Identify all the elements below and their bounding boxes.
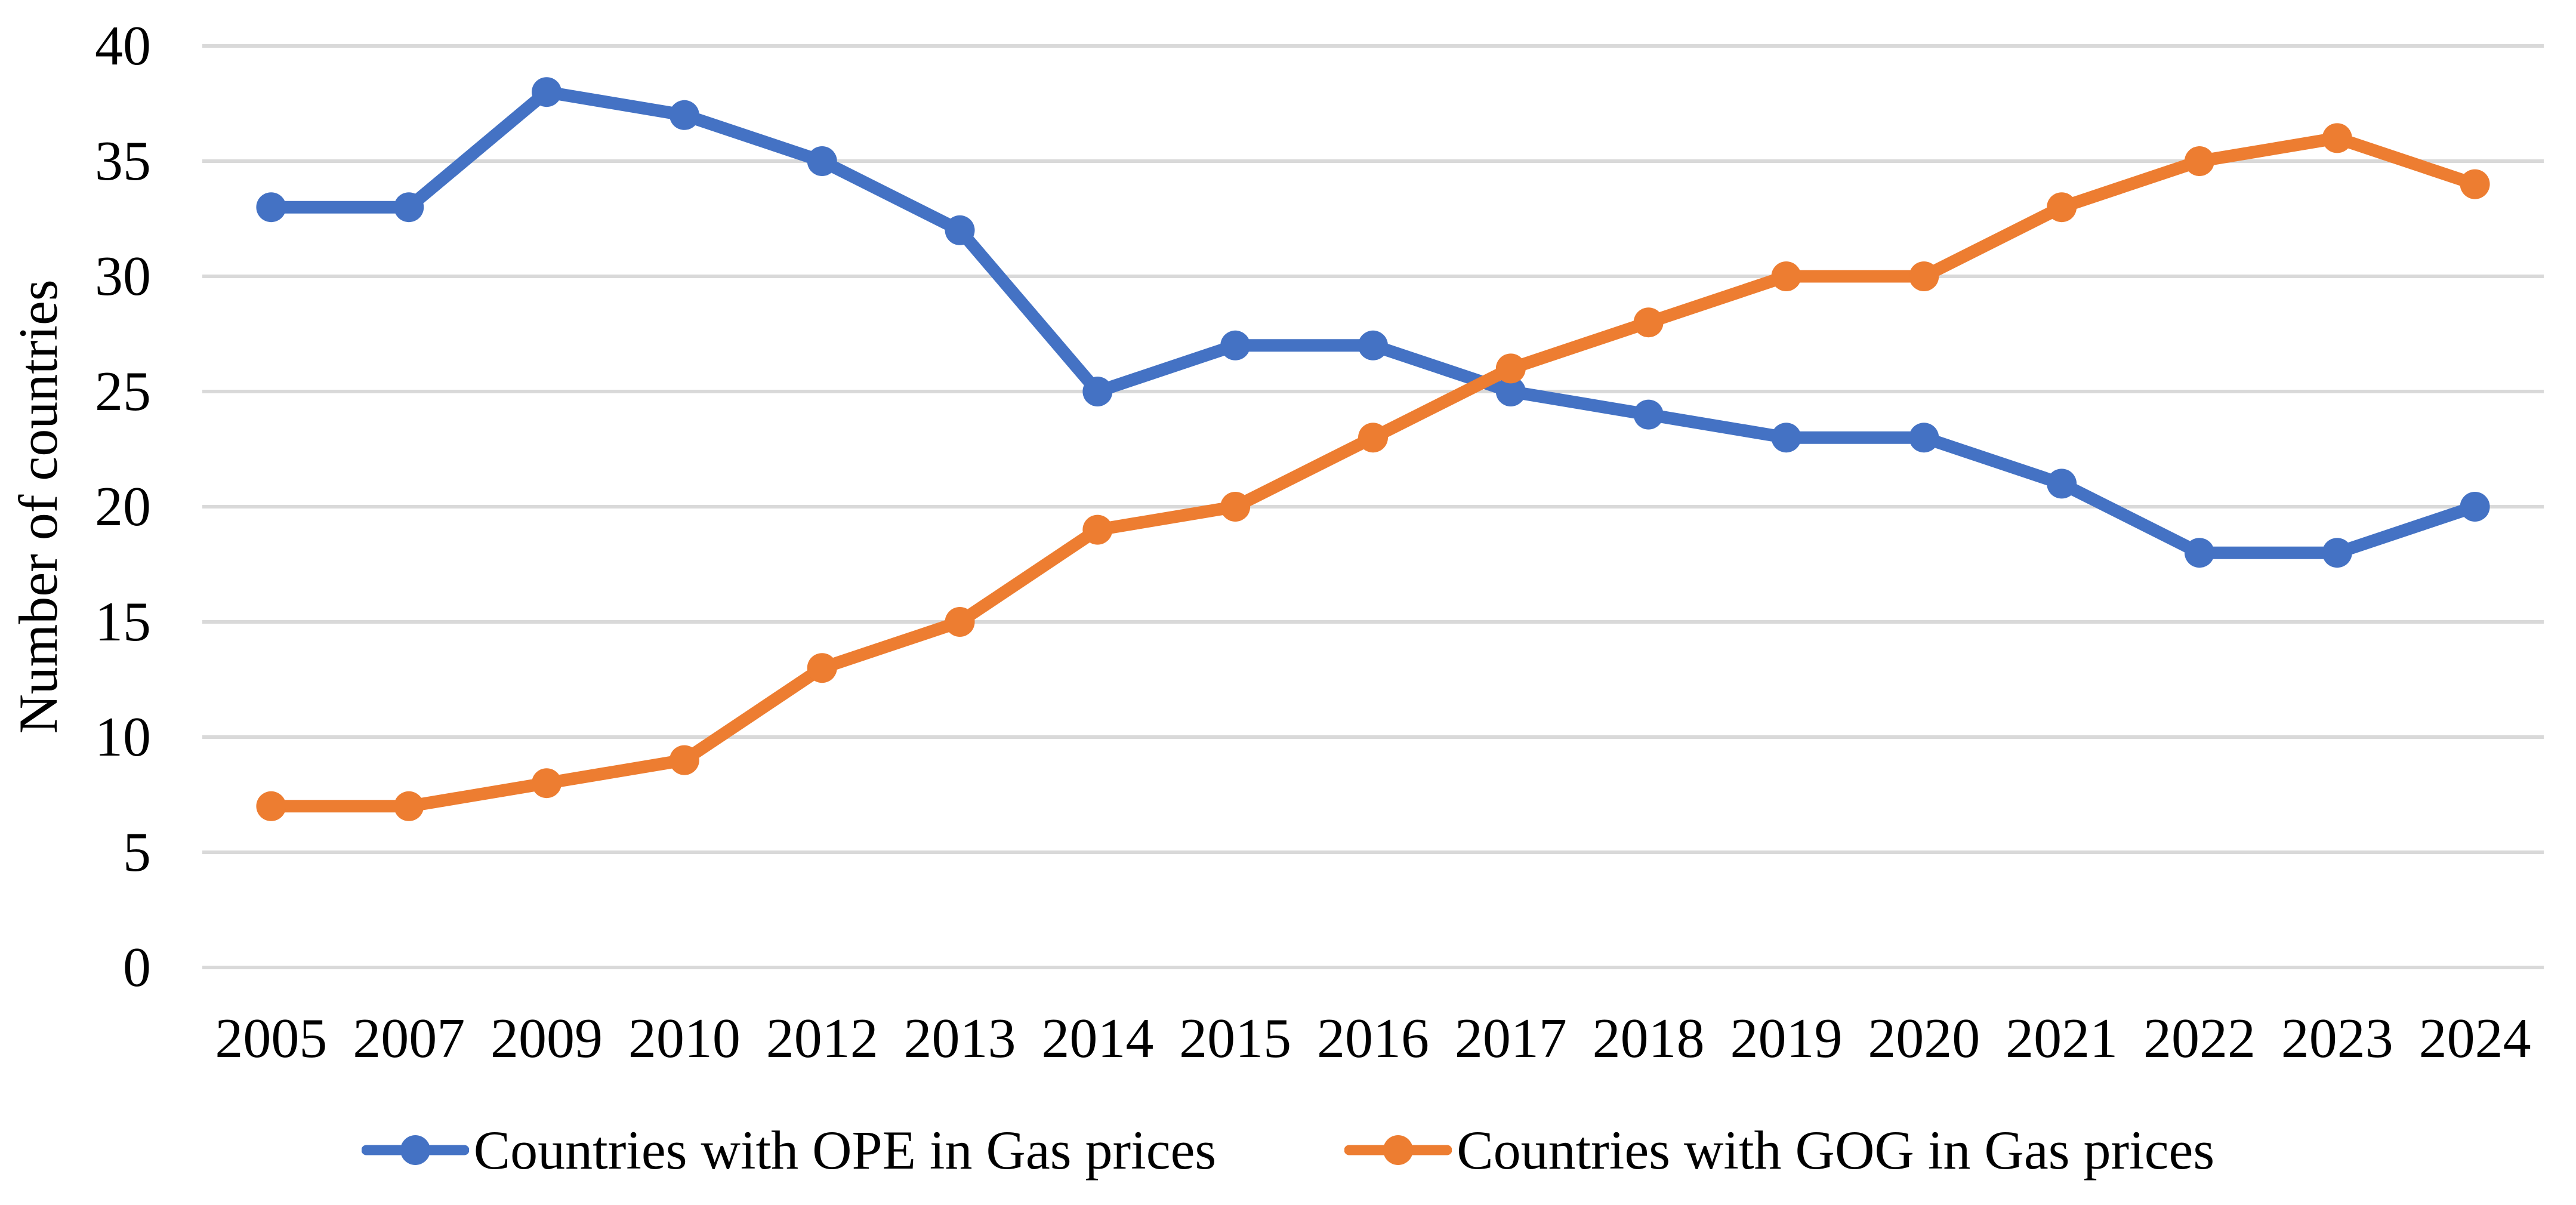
x-tick-label: 2020: [1868, 1007, 1980, 1070]
series-line-gog: [264, 131, 2482, 813]
legend-item-ope: Countries with OPE in Gas prices: [361, 1114, 1217, 1186]
x-tick-label: 2017: [1454, 1007, 1567, 1070]
data-point-gog-2024: [2460, 169, 2490, 199]
data-point-gog-2014: [1082, 514, 1113, 545]
data-point-ope-2013: [945, 215, 975, 245]
x-tick-label: 2022: [2143, 1007, 2256, 1070]
x-tick-label: 2009: [490, 1007, 603, 1070]
data-point-ope-2012: [807, 146, 837, 176]
y-tick-label: 15: [95, 591, 151, 653]
legend-label-ope: Countries with OPE in Gas prices: [473, 1120, 1217, 1181]
legend-marker-icon-gog: [1344, 1135, 1452, 1165]
x-tick-label: 2013: [903, 1007, 1016, 1070]
data-point-gog-2016: [1358, 423, 1388, 453]
data-point-ope-2016: [1358, 330, 1388, 360]
x-tick-label: 2007: [353, 1007, 465, 1070]
x-tick-label: 2014: [1041, 1007, 1154, 1070]
data-point-gog-2010: [669, 745, 699, 775]
y-tick-label: 25: [95, 360, 151, 423]
data-point-gog-2017: [1495, 353, 1526, 384]
y-axis-title: Number of countries: [8, 279, 69, 734]
legend-label-gog: Countries with GOG in Gas prices: [1457, 1120, 2215, 1181]
x-tick-label: 2021: [2006, 1007, 2118, 1070]
y-tick-label: 0: [123, 936, 151, 998]
data-point-ope-2023: [2322, 538, 2352, 568]
x-tick-label: 2018: [1592, 1007, 1705, 1070]
y-tick-label: 20: [95, 476, 151, 538]
data-point-gog-2012: [807, 653, 837, 683]
data-point-ope-2009: [532, 77, 562, 107]
data-point-ope-2015: [1220, 330, 1251, 360]
data-point-ope-2017: [1495, 377, 1526, 406]
data-point-ope-2005: [256, 192, 286, 223]
x-tick-label: 2024: [2418, 1007, 2531, 1070]
data-point-gog-2020: [1909, 261, 1939, 291]
data-point-gog-2009: [532, 768, 562, 799]
legend-item-gog: Countries with GOG in Gas prices: [1344, 1114, 2214, 1186]
data-point-gog-2021: [2047, 192, 2077, 223]
data-point-ope-2020: [1909, 423, 1939, 453]
y-tick-label: 30: [95, 245, 151, 307]
data-point-ope-2024: [2460, 492, 2490, 522]
data-point-gog-2005: [256, 791, 286, 821]
data-point-ope-2014: [1082, 377, 1113, 406]
data-point-ope-2010: [669, 100, 699, 130]
data-point-gog-2022: [2184, 146, 2214, 176]
y-tick-label: 40: [95, 15, 151, 77]
data-point-gog-2023: [2322, 123, 2352, 153]
x-tick-label: 2019: [1730, 1007, 1843, 1070]
x-tick-label: 2012: [766, 1007, 878, 1070]
data-point-ope-2021: [2047, 469, 2077, 499]
y-tick-label: 10: [95, 706, 151, 768]
x-tick-label: 2016: [1317, 1007, 1429, 1070]
data-point-gog-2013: [945, 607, 975, 637]
y-tick-label: 35: [95, 130, 151, 192]
x-tick-label: 2010: [628, 1007, 741, 1070]
data-point-ope-2007: [394, 192, 424, 223]
x-tick-label: 2023: [2281, 1007, 2393, 1070]
legend-marker-icon-ope: [361, 1135, 469, 1165]
data-point-gog-2015: [1220, 492, 1251, 522]
legend: Countries with OPE in Gas prices Countrie…: [0, 1105, 2576, 1195]
x-tick-label: 2015: [1179, 1007, 1292, 1070]
y-tick-label: 5: [123, 821, 151, 883]
data-point-gog-2018: [1633, 307, 1664, 338]
data-point-ope-2019: [1771, 423, 1801, 453]
data-point-gog-2007: [394, 791, 424, 821]
data-point-gog-2019: [1771, 261, 1801, 291]
data-point-ope-2022: [2184, 538, 2214, 568]
data-point-ope-2018: [1633, 399, 1664, 430]
x-tick-label: 2005: [215, 1007, 328, 1070]
